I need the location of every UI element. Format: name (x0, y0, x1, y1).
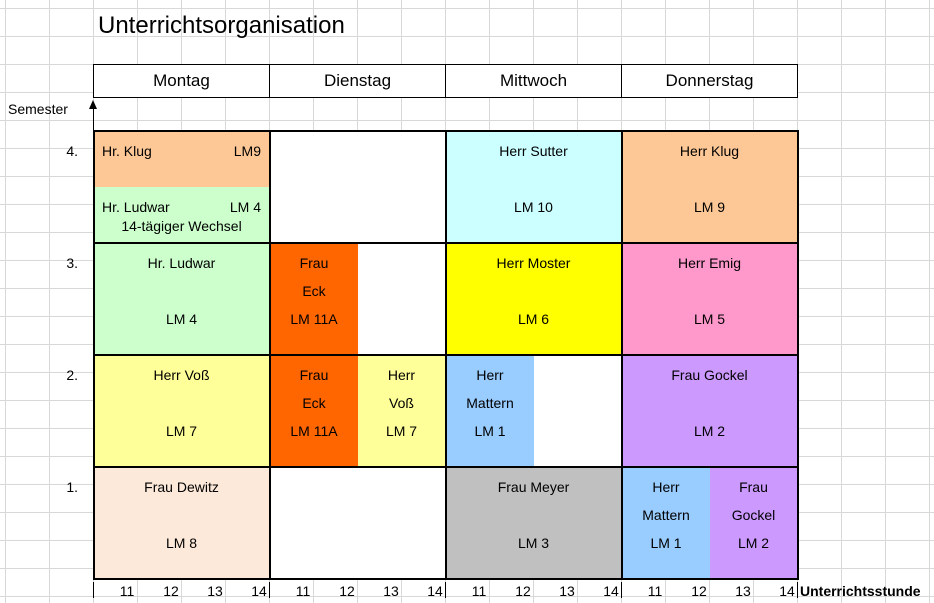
lesson-s2-wed-mattern: Herr Mattern LM 1 (446, 355, 534, 467)
grid-line (93, 130, 95, 580)
teacher-title: Herr (476, 367, 504, 383)
room-name: LM 4 (165, 311, 198, 327)
hour-tick-label: 11 (471, 583, 487, 599)
room-name: LM 7 (165, 423, 198, 439)
room-name: LM 2 (693, 423, 726, 439)
room-name: LM 7 (385, 423, 418, 439)
hour-tick-label: 11 (295, 583, 311, 599)
grid-line (445, 130, 447, 580)
lesson-s1-thu-mattern: Herr Mattern LM 1 (622, 467, 710, 579)
hour-tick-label: 14 (779, 583, 795, 599)
hour-tick-label: 11 (119, 583, 135, 599)
room-name: LM 4 (229, 199, 261, 215)
teacher-name: Herr Sutter (499, 143, 568, 159)
lesson-s2-tue-voss: Herr Voß LM 7 (358, 355, 445, 467)
teacher-title: Frau (299, 367, 329, 383)
grid-line (797, 130, 799, 580)
teacher-name: Herr Voß (153, 367, 210, 383)
teacher-name: Frau Gockel (671, 367, 748, 383)
teacher-name: Hr. Ludwar (147, 255, 216, 271)
y-axis-line (93, 106, 94, 130)
up-arrow-icon (89, 100, 97, 109)
y-axis-label: Semester (8, 101, 68, 117)
teacher-name: Eck (302, 283, 326, 299)
hour-tick-label: 14 (603, 583, 619, 599)
hour-tick-label: 13 (735, 583, 751, 599)
room-name: LM9 (233, 143, 261, 159)
teacher-name: Herr Moster (496, 255, 571, 271)
room-name: LM 11A (290, 311, 338, 327)
teacher-name: Mattern (642, 507, 690, 523)
hour-tick-label: 13 (383, 583, 399, 599)
room-name: LM 3 (517, 535, 550, 551)
room-name: LM 1 (650, 535, 682, 551)
teacher-title: Frau (739, 479, 768, 495)
lesson-s3-wed-moster: Herr Moster LM 6 (446, 243, 621, 355)
lesson-s1-thu-gockel: Frau Gockel LM 2 (710, 467, 797, 579)
day-tick (93, 582, 94, 598)
hour-tick-label: 12 (339, 583, 355, 599)
teacher-name: Eck (302, 395, 326, 411)
room-name: LM 11A (290, 423, 338, 439)
page-title: Unterrichtsorganisation (98, 12, 345, 39)
day-tick (621, 582, 622, 598)
lesson-s3-thu-emig: Herr Emig LM 5 (622, 243, 797, 355)
lesson-s3-mon-ludwar: Hr. Ludwar LM 4 (94, 243, 269, 355)
teacher-name: Mattern (466, 395, 514, 411)
lesson-s4-thu-klug: Herr Klug LM 9 (622, 131, 797, 243)
grid-line (621, 130, 623, 580)
room-name: LM 1 (474, 423, 506, 439)
semester-1-label: 1. (66, 479, 78, 495)
room-name: LM 2 (737, 535, 770, 551)
day-header-mittwoch: Mittwoch (445, 64, 622, 98)
teacher-name: Hr. Klug (102, 143, 152, 159)
lesson-s2-thu-gockel: Frau Gockel LM 2 (622, 355, 797, 467)
x-axis-label: Unterrichtsstunde (800, 583, 921, 599)
teacher-name: Voß (389, 395, 414, 411)
day-tick (445, 582, 446, 598)
day-header-montag: Montag (93, 64, 270, 98)
hour-tick-label: 12 (691, 583, 707, 599)
hour-tick-label: 11 (647, 583, 663, 599)
room-name: LM 10 (514, 199, 553, 215)
hour-tick-label: 14 (251, 583, 267, 599)
lesson-s2-tue-eck: Frau Eck LM 11A (270, 355, 358, 467)
lesson-s4-mon-klug: Hr. Klug LM9 (94, 131, 269, 187)
teacher-name: Gockel (731, 507, 776, 523)
hour-tick-label: 13 (207, 583, 223, 599)
day-header-dienstag: Dienstag (269, 64, 446, 98)
room-name: LM 8 (165, 535, 198, 551)
hour-tick-label: 12 (515, 583, 531, 599)
room-name: LM 5 (693, 311, 726, 327)
teacher-name: Herr Emig (677, 255, 741, 271)
lesson-s1-wed-meyer: Frau Meyer LM 3 (446, 467, 621, 579)
teacher-title: Frau (299, 255, 329, 271)
day-header-donnerstag: Donnerstag (621, 64, 798, 98)
lesson-s4-mon-ludwar: Hr. Ludwar LM 4 14-tägiger Wechsel (94, 187, 269, 243)
lesson-s2-mon-voss: Herr Voß LM 7 (94, 355, 269, 467)
teacher-name: Hr. Ludwar (102, 199, 170, 215)
room-name: LM 9 (693, 199, 726, 215)
teacher-name: Frau Meyer (497, 479, 570, 495)
semester-4-label: 4. (66, 143, 78, 159)
teacher-title: Herr (387, 367, 416, 383)
day-tick (269, 582, 270, 598)
lesson-s1-mon-dewitz: Frau Dewitz LM 8 (94, 467, 269, 579)
lesson-s3-tue-eck: Frau Eck LM 11A (270, 243, 358, 355)
teacher-title: Herr (652, 479, 680, 495)
hour-tick-label: 12 (163, 583, 179, 599)
teacher-name: Frau Dewitz (144, 479, 219, 495)
teacher-name: Herr Klug (679, 143, 740, 159)
day-tick (797, 582, 798, 598)
hour-tick-label: 13 (559, 583, 575, 599)
hour-tick-label: 14 (427, 583, 443, 599)
lesson-s4-wed-sutter: Herr Sutter LM 10 (446, 131, 621, 243)
room-name: LM 6 (517, 311, 550, 327)
rotation-note: 14-tägiger Wechsel (121, 218, 242, 234)
semester-2-label: 2. (66, 367, 78, 383)
semester-3-label: 3. (66, 255, 78, 271)
grid-line (269, 130, 271, 580)
